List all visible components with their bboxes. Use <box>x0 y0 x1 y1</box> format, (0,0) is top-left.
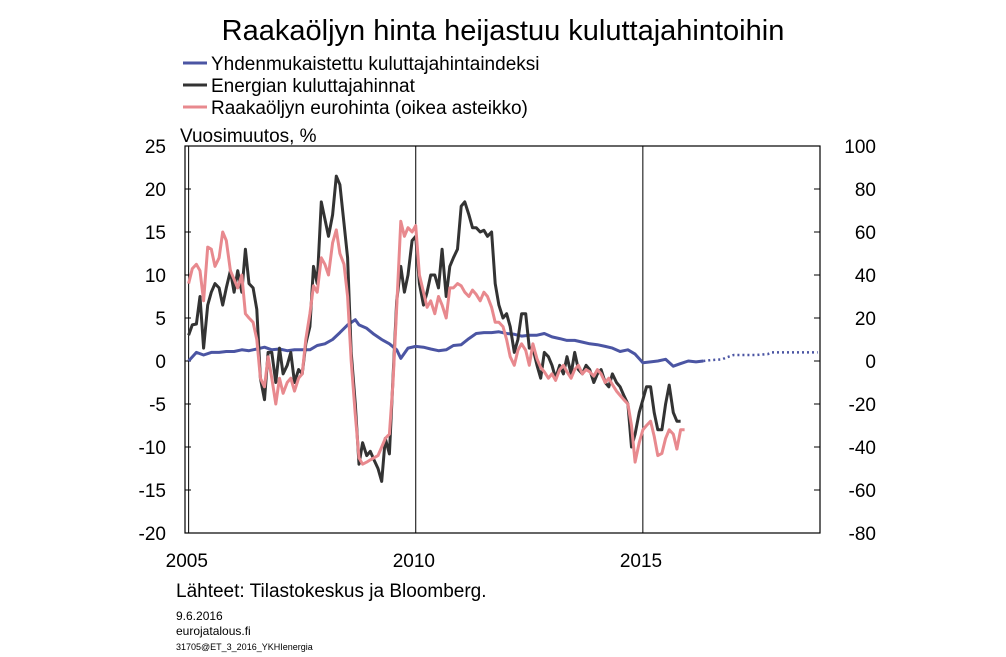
legend-label-hicp: Yhdenmukaistettu kuluttajahintaindeksi <box>211 54 539 75</box>
chart-title: Raakaöljyn hinta heijastuu kuluttajahint… <box>222 15 785 47</box>
x-axis-ticks: 2005 2010 2015 <box>166 551 663 572</box>
series-line-oil <box>187 219 685 466</box>
y-right-tick-label: 40 <box>855 266 876 287</box>
source-note: Lähteet: Tilastokeskus ja Bloomberg. <box>176 581 487 602</box>
y-axis-left-ticks: 25 20 15 10 5 0 -5 -10 -15 -20 <box>139 137 191 545</box>
x-tick-label-2010: 2010 <box>393 551 435 572</box>
x-tick-label-2005: 2005 <box>166 551 208 572</box>
y-right-tick-label: 100 <box>844 137 876 158</box>
y-left-tick-label: 10 <box>145 266 166 287</box>
y-right-tick-label: 20 <box>855 309 876 330</box>
y-right-tick-label: -20 <box>849 395 876 416</box>
y-axis-right-ticks: 100 80 60 40 20 0 -20 -40 -60 -80 <box>814 137 876 545</box>
y-left-tick-label: -15 <box>139 481 166 502</box>
publish-date: 9.6.2016 <box>176 609 223 623</box>
y-left-tick-label: 20 <box>145 180 166 201</box>
y-left-tick-label: 0 <box>155 352 166 373</box>
series-lines <box>187 174 818 483</box>
legend-label-oil: Raakaöljyn eurohinta (oikea asteikko) <box>211 98 528 119</box>
y-left-tick-label: -20 <box>139 524 166 545</box>
site-name: eurojatalous.fi <box>176 624 251 638</box>
y-axis-label: Vuosimuutos, % <box>180 126 317 147</box>
legend-label-energy: Energian kuluttajahinnat <box>211 76 416 97</box>
series-line-hicp-forecast <box>703 351 818 363</box>
series-line-hicp <box>187 318 704 368</box>
y-right-tick-label: 60 <box>855 223 876 244</box>
year-gridlines <box>188 146 644 533</box>
y-left-tick-label: -10 <box>139 438 166 459</box>
y-right-tick-label: -60 <box>849 481 876 502</box>
y-right-tick-label: -80 <box>849 524 876 545</box>
y-left-tick-label: 5 <box>155 309 166 330</box>
y-left-tick-label: 15 <box>145 223 166 244</box>
y-right-tick-label: -40 <box>849 438 876 459</box>
chart-id: 31705@ET_3_2016_YKHIenergia <box>176 642 313 652</box>
series-line-energy <box>187 174 681 483</box>
legend: Yhdenmukaistettu kuluttajahintaindeksi E… <box>183 54 539 119</box>
y-right-tick-label: 0 <box>865 352 876 373</box>
plot-frame <box>184 145 821 534</box>
x-tick-label-2015: 2015 <box>620 551 662 572</box>
y-right-tick-label: 80 <box>855 180 876 201</box>
y-left-tick-label: -5 <box>149 395 166 416</box>
y-left-tick-label: 25 <box>145 137 166 158</box>
